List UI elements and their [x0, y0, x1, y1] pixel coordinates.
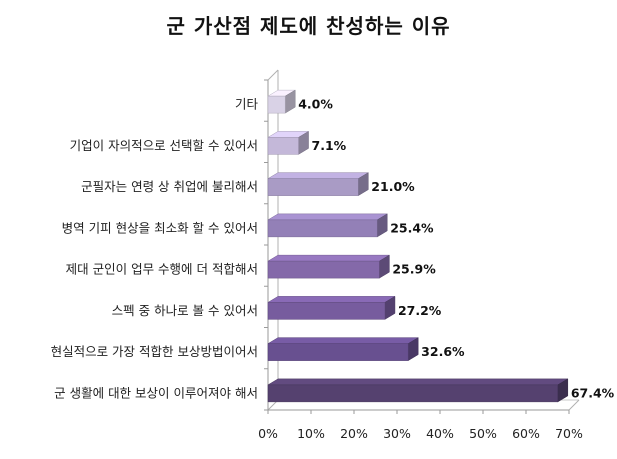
axis-depth-top [267, 69, 279, 81]
data-label: 21.0% [371, 179, 415, 194]
bar-top [267, 378, 569, 386]
bar-top [267, 213, 389, 221]
category-label: 현실적으로 가장 적합한 보상방법이어서 [51, 344, 258, 359]
bar [267, 260, 380, 279]
x-tick-label: 70% [555, 426, 583, 441]
axis-depth-right [568, 399, 580, 411]
data-label: 4.0% [298, 97, 333, 112]
x-tick-label: 60% [512, 426, 540, 441]
data-label: 27.2% [398, 303, 442, 318]
data-label: 32.6% [421, 344, 465, 359]
data-label: 25.4% [390, 220, 434, 235]
bar [267, 137, 299, 155]
x-tick-label: 0% [258, 426, 278, 441]
x-tick-label: 20% [340, 426, 368, 441]
x-tick-label: 40% [426, 426, 454, 441]
bar-top [267, 254, 391, 262]
bar [267, 384, 559, 403]
bar [267, 219, 378, 238]
category-label: 병역 기피 현상을 최소화 할 수 있어서 [62, 220, 258, 235]
x-tick-label: 10% [297, 426, 325, 441]
category-label: 군 생활에 대한 보상이 이루어져야 해서 [54, 385, 258, 400]
data-label: 7.1% [312, 138, 347, 153]
bar [267, 302, 386, 320]
category-label: 제대 군인이 업무 수행에 더 적합해서 [66, 262, 258, 277]
category-label: 기업이 자의적으로 선택할 수 있어서 [70, 138, 258, 153]
category-label: 스펙 중 하나로 볼 수 있어서 [112, 303, 258, 318]
x-tick-label: 30% [383, 426, 411, 441]
chart-title: 군 가산점 제도에 찬성하는 이유 [166, 14, 451, 38]
category-label: 기타 [235, 97, 259, 112]
bar-top [267, 337, 420, 344]
bar-top [267, 296, 396, 303]
data-label: 25.9% [392, 262, 436, 277]
bar [267, 178, 359, 196]
data-label: 67.4% [571, 385, 615, 400]
bar-top [267, 172, 370, 179]
x-tick-label: 50% [469, 426, 497, 441]
category-label: 군필자는 연령 상 취업에 불리해서 [81, 179, 258, 194]
bar [267, 343, 409, 361]
bar [267, 95, 286, 114]
